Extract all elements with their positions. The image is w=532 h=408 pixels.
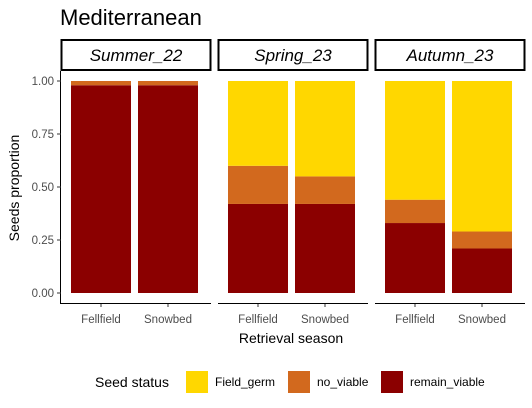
- facet-panel: Autumn_23 Fellfield Snowbed: [374, 39, 526, 326]
- facet-label: Spring_23: [254, 46, 332, 65]
- facet-panel: Summer_22 Fellfield Snowbed: [60, 39, 212, 326]
- facet-panels: Summer_22 Fellfield Snowbed Spring_23 Fellfi…: [60, 39, 526, 326]
- legend-swatch: [186, 371, 208, 393]
- facet-panel: Spring_23 Fellfield Snowbed: [217, 39, 369, 326]
- y-axis: 0.00 0.25 0.50 0.75 1.00: [32, 71, 61, 304]
- legend: Seed status Field_germ no_viable remain_via…: [95, 371, 485, 393]
- facet-strip: [217, 39, 369, 71]
- y-tick-label: 0.50: [32, 182, 54, 194]
- legend-item: Field_germ: [186, 371, 275, 393]
- x-axis-title: Retrieval season: [239, 330, 343, 346]
- x-tick-label: Fellfield: [395, 314, 435, 326]
- y-tick-label: 0.75: [32, 129, 54, 141]
- x-tick-label: Snowbed: [301, 314, 349, 326]
- bar-segment-remain-viable: [385, 223, 445, 293]
- bar-segment-remain-viable: [138, 85, 198, 294]
- bar-segment-Field-germ: [452, 81, 512, 232]
- bar-segment-no-viable: [452, 231, 512, 249]
- bar-segment-remain-viable: [228, 203, 288, 293]
- x-tick-label: Snowbed: [458, 314, 506, 326]
- facet-strip: [374, 39, 526, 71]
- bar-segment-no-viable: [295, 176, 355, 204]
- bar-segment-no-viable: [228, 165, 288, 204]
- bar-segment-no-viable: [71, 81, 131, 86]
- legend-title: Seed status: [95, 374, 169, 390]
- legend-item: remain_viable: [381, 371, 485, 393]
- facet-label: Summer_22: [90, 46, 183, 65]
- bar-segment-Field-germ: [295, 81, 355, 177]
- bar-segment-no-viable: [138, 81, 198, 86]
- y-tick-label: 0.00: [32, 288, 54, 300]
- bar-segment-remain-viable: [452, 248, 512, 293]
- bar-segment-Field-germ: [228, 81, 288, 166]
- legend-swatch: [288, 371, 310, 393]
- facet-label: Autumn_23: [406, 46, 494, 65]
- y-tick-label: 1.00: [32, 76, 54, 88]
- legend-swatch: [381, 371, 403, 393]
- bar-segment-remain-viable: [295, 203, 355, 293]
- legend-label: no_viable: [317, 375, 369, 389]
- y-axis-title: Seeds proportion: [6, 135, 22, 242]
- bar-segment-Field-germ: [385, 81, 445, 200]
- x-tick-label: Snowbed: [144, 314, 192, 326]
- x-tick-label: Fellfield: [81, 314, 121, 326]
- x-tick-label: Fellfield: [238, 314, 278, 326]
- bar-segment-no-viable: [385, 199, 445, 224]
- facet-strip: [60, 39, 212, 71]
- bar-segment-remain-viable: [71, 85, 131, 294]
- legend-label: Field_germ: [215, 375, 275, 389]
- chart-title: Mediterranean: [60, 5, 202, 30]
- y-tick-label: 0.25: [32, 235, 54, 247]
- legend-item: no_viable: [288, 371, 369, 393]
- legend-label: remain_viable: [410, 375, 485, 389]
